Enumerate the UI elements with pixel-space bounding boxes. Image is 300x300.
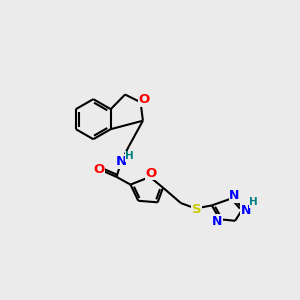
Text: S: S (192, 203, 201, 216)
Text: O: O (139, 93, 150, 106)
Text: N: N (212, 215, 223, 228)
Text: H: H (125, 151, 134, 161)
Text: N: N (241, 203, 251, 217)
Text: O: O (146, 167, 157, 180)
Text: N: N (116, 155, 127, 168)
Text: O: O (93, 164, 104, 176)
Text: N: N (229, 189, 239, 202)
Text: H: H (249, 197, 258, 207)
